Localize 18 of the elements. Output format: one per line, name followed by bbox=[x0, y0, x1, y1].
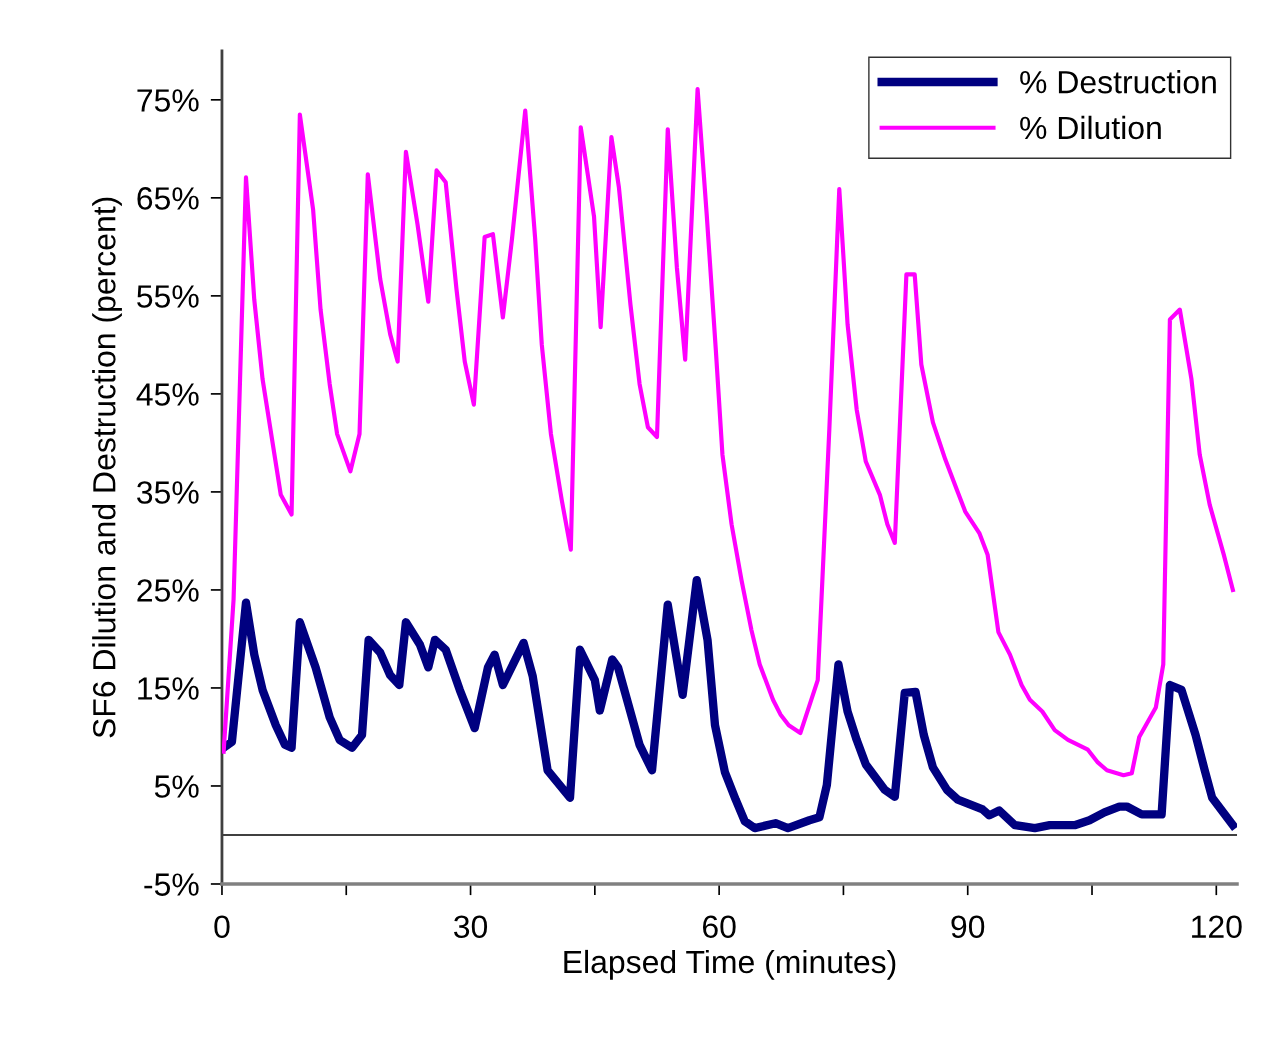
x-tick-label: 30 bbox=[454, 915, 488, 939]
y-tick-label: 5% bbox=[154, 775, 199, 798]
y-tick-label: 35% bbox=[137, 481, 199, 504]
y-tick-label: 15% bbox=[138, 677, 199, 700]
y-axis-title: SF6 Dilution and Destruction (percent) bbox=[92, 197, 122, 738]
y-tick-label: 65% bbox=[137, 187, 199, 210]
y-tick-label: 45% bbox=[136, 383, 199, 406]
legend-label: % Destruction bbox=[1020, 69, 1216, 94]
y-tick-label: 25% bbox=[137, 579, 199, 602]
legend-label: % Dilution bbox=[1020, 115, 1161, 140]
y-tick-label: -5% bbox=[144, 873, 199, 896]
x-tick-label: 0 bbox=[214, 915, 230, 939]
y-tick-label: 75% bbox=[137, 89, 199, 112]
x-tick-label: 120 bbox=[1192, 915, 1242, 939]
y-tick-label: 55% bbox=[137, 285, 199, 308]
x-tick-label: 90 bbox=[951, 915, 985, 939]
x-axis-title: Elapsed Time (minutes) bbox=[564, 949, 896, 980]
x-tick-label: 60 bbox=[702, 915, 736, 939]
